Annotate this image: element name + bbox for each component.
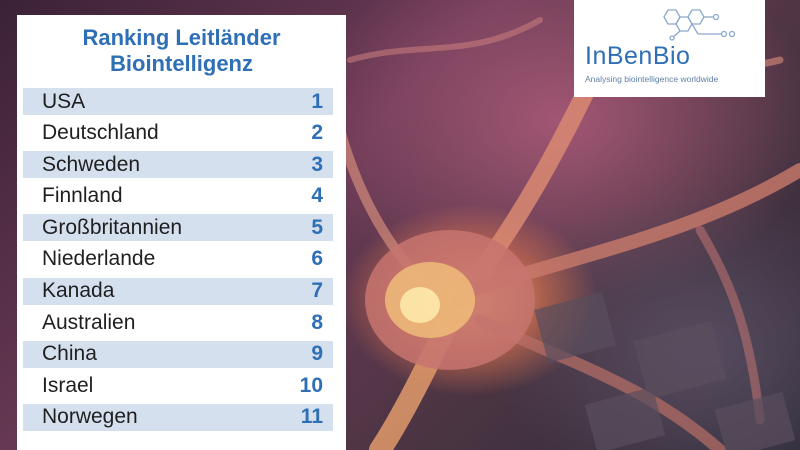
ranking-row: Großbritannien 5 bbox=[23, 214, 333, 242]
ranking-row: Niederlande 6 bbox=[23, 246, 333, 273]
rank-number: 8 bbox=[311, 310, 323, 334]
country-name: Großbritannien bbox=[42, 215, 183, 239]
ranking-row: Kanada 7 bbox=[23, 277, 333, 305]
rank-number: 3 bbox=[311, 152, 323, 176]
country-name: Deutschland bbox=[42, 121, 159, 145]
rank-number: 2 bbox=[311, 121, 323, 145]
rank-number: 11 bbox=[300, 405, 323, 429]
rank-number: 7 bbox=[311, 279, 323, 303]
ranking-panel: Ranking Leitländer Biointelligenz USA 1 … bbox=[17, 15, 346, 450]
ranking-row: Deutschland 2 bbox=[23, 120, 333, 147]
rank-number: 5 bbox=[311, 215, 323, 239]
ranking-row: China 9 bbox=[23, 340, 333, 368]
inbenbio-logo: InBenBio Analysing biointelligence world… bbox=[574, 0, 765, 97]
ranking-title-line2: Biointelligenz bbox=[110, 51, 253, 76]
logo-wordmark: InBenBio bbox=[585, 42, 691, 70]
ranking-title-line1: Ranking Leitländer bbox=[82, 25, 281, 50]
country-name: Australien bbox=[42, 310, 136, 334]
country-name: USA bbox=[42, 89, 86, 113]
ranking-row: Australien 8 bbox=[23, 309, 333, 336]
logo-tagline: Analysing biointelligence worldwide bbox=[585, 74, 719, 84]
rank-number: 6 bbox=[311, 247, 323, 271]
country-name: China bbox=[42, 342, 97, 366]
ranking-row: Israel 10 bbox=[23, 372, 333, 399]
ranking-title: Ranking Leitländer Biointelligenz bbox=[17, 15, 346, 77]
ranking-row: Norwegen 11 bbox=[23, 403, 333, 431]
country-name: Kanada bbox=[42, 279, 115, 303]
ranking-list: USA 1 Deutschland 2 Schweden 3 Finnland … bbox=[23, 88, 333, 436]
country-name: Israel bbox=[42, 373, 94, 397]
country-name: Finnland bbox=[42, 184, 123, 208]
ranking-row: Schweden 3 bbox=[23, 151, 333, 179]
country-name: Niederlande bbox=[42, 247, 156, 271]
country-name: Schweden bbox=[42, 152, 141, 176]
country-name: Norwegen bbox=[42, 405, 138, 429]
rank-number: 4 bbox=[311, 184, 323, 208]
rank-number: 9 bbox=[311, 342, 323, 366]
hexagon-molecule-icon bbox=[663, 9, 736, 41]
ranking-row: USA 1 bbox=[23, 88, 333, 115]
ranking-row: Finnland 4 bbox=[23, 183, 333, 210]
rank-number: 10 bbox=[299, 373, 323, 397]
rank-number: 1 bbox=[311, 89, 323, 113]
